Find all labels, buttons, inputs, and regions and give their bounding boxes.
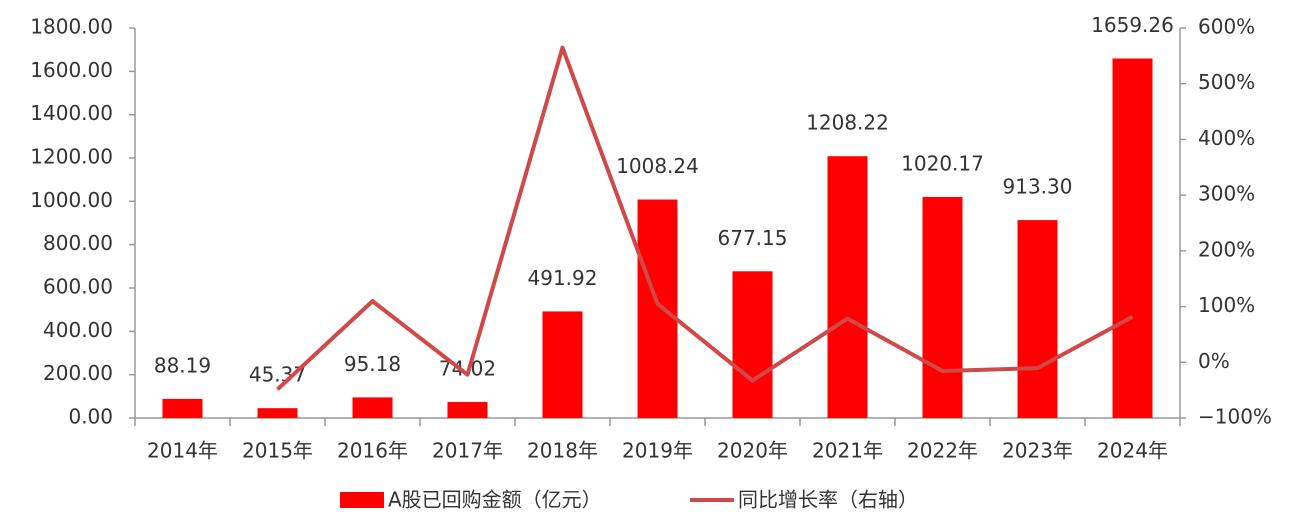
bar: [637, 199, 678, 418]
x-tick-label: 2016年: [337, 439, 408, 463]
y-tick-label: 1000.00: [30, 188, 113, 212]
x-tick-label: 2024年: [1097, 439, 1168, 463]
x-tick-label: 2015年: [242, 439, 313, 463]
y2-tick-label: 300%: [1198, 182, 1255, 206]
bar: [447, 401, 488, 418]
y-tick-label: 0.00: [68, 405, 113, 429]
y-tick-label: 1400.00: [30, 101, 113, 125]
y2-tick-label: 600%: [1198, 15, 1255, 39]
bar: [542, 311, 583, 418]
x-tick-label: 2021年: [812, 439, 883, 463]
value-label: 913.30: [1003, 175, 1073, 199]
value-label: 45.37: [249, 363, 306, 387]
legend-swatch: [340, 492, 384, 508]
y2-tick-label: −100%: [1198, 405, 1272, 429]
value-label: 1208.22: [806, 111, 889, 135]
y2-tick-label: 400%: [1198, 126, 1255, 150]
y-tick-label: 400.00: [43, 318, 113, 342]
value-label: 1659.26: [1091, 13, 1174, 37]
y2-tick-label: 500%: [1198, 70, 1255, 94]
y-tick-label: 600.00: [43, 275, 113, 299]
value-label: 1020.17: [901, 151, 984, 175]
x-tick-label: 2020年: [717, 439, 788, 463]
y-tick-label: 1600.00: [30, 58, 113, 82]
value-label: 95.18: [344, 352, 401, 376]
bar: [1112, 58, 1153, 419]
bar: [922, 196, 963, 418]
bar: [352, 397, 393, 418]
line: [276, 45, 1134, 391]
value-label: 491.92: [528, 266, 598, 290]
x-tick-label: 2017年: [432, 439, 503, 463]
value-label: 88.19: [154, 353, 211, 377]
y-tick-label: 1200.00: [30, 145, 113, 169]
bar: [162, 398, 203, 418]
y-tick-label: 800.00: [43, 231, 113, 255]
bar: [1017, 220, 1058, 418]
x-tick-label: 2018年: [527, 439, 598, 463]
x-tick-label: 2014年: [147, 439, 218, 463]
value-label: 1008.24: [616, 154, 699, 178]
y2-tick-label: 0%: [1198, 349, 1230, 373]
bar: [257, 408, 298, 418]
y2-tick-label: 200%: [1198, 237, 1255, 261]
legend-label: 同比增长率（右轴）: [738, 488, 918, 512]
y2-tick-label: 100%: [1198, 293, 1255, 317]
bar: [732, 271, 773, 418]
x-tick-label: 2019年: [622, 439, 693, 463]
y-tick-label: 200.00: [43, 361, 113, 385]
x-tick-label: 2023年: [1002, 439, 1073, 463]
bar: [827, 156, 868, 418]
legend-label: A股已回购金额（亿元）: [388, 488, 602, 512]
value-label: 677.15: [718, 226, 788, 250]
y-tick-label: 1800.00: [30, 15, 113, 39]
x-tick-label: 2022年: [907, 439, 978, 463]
